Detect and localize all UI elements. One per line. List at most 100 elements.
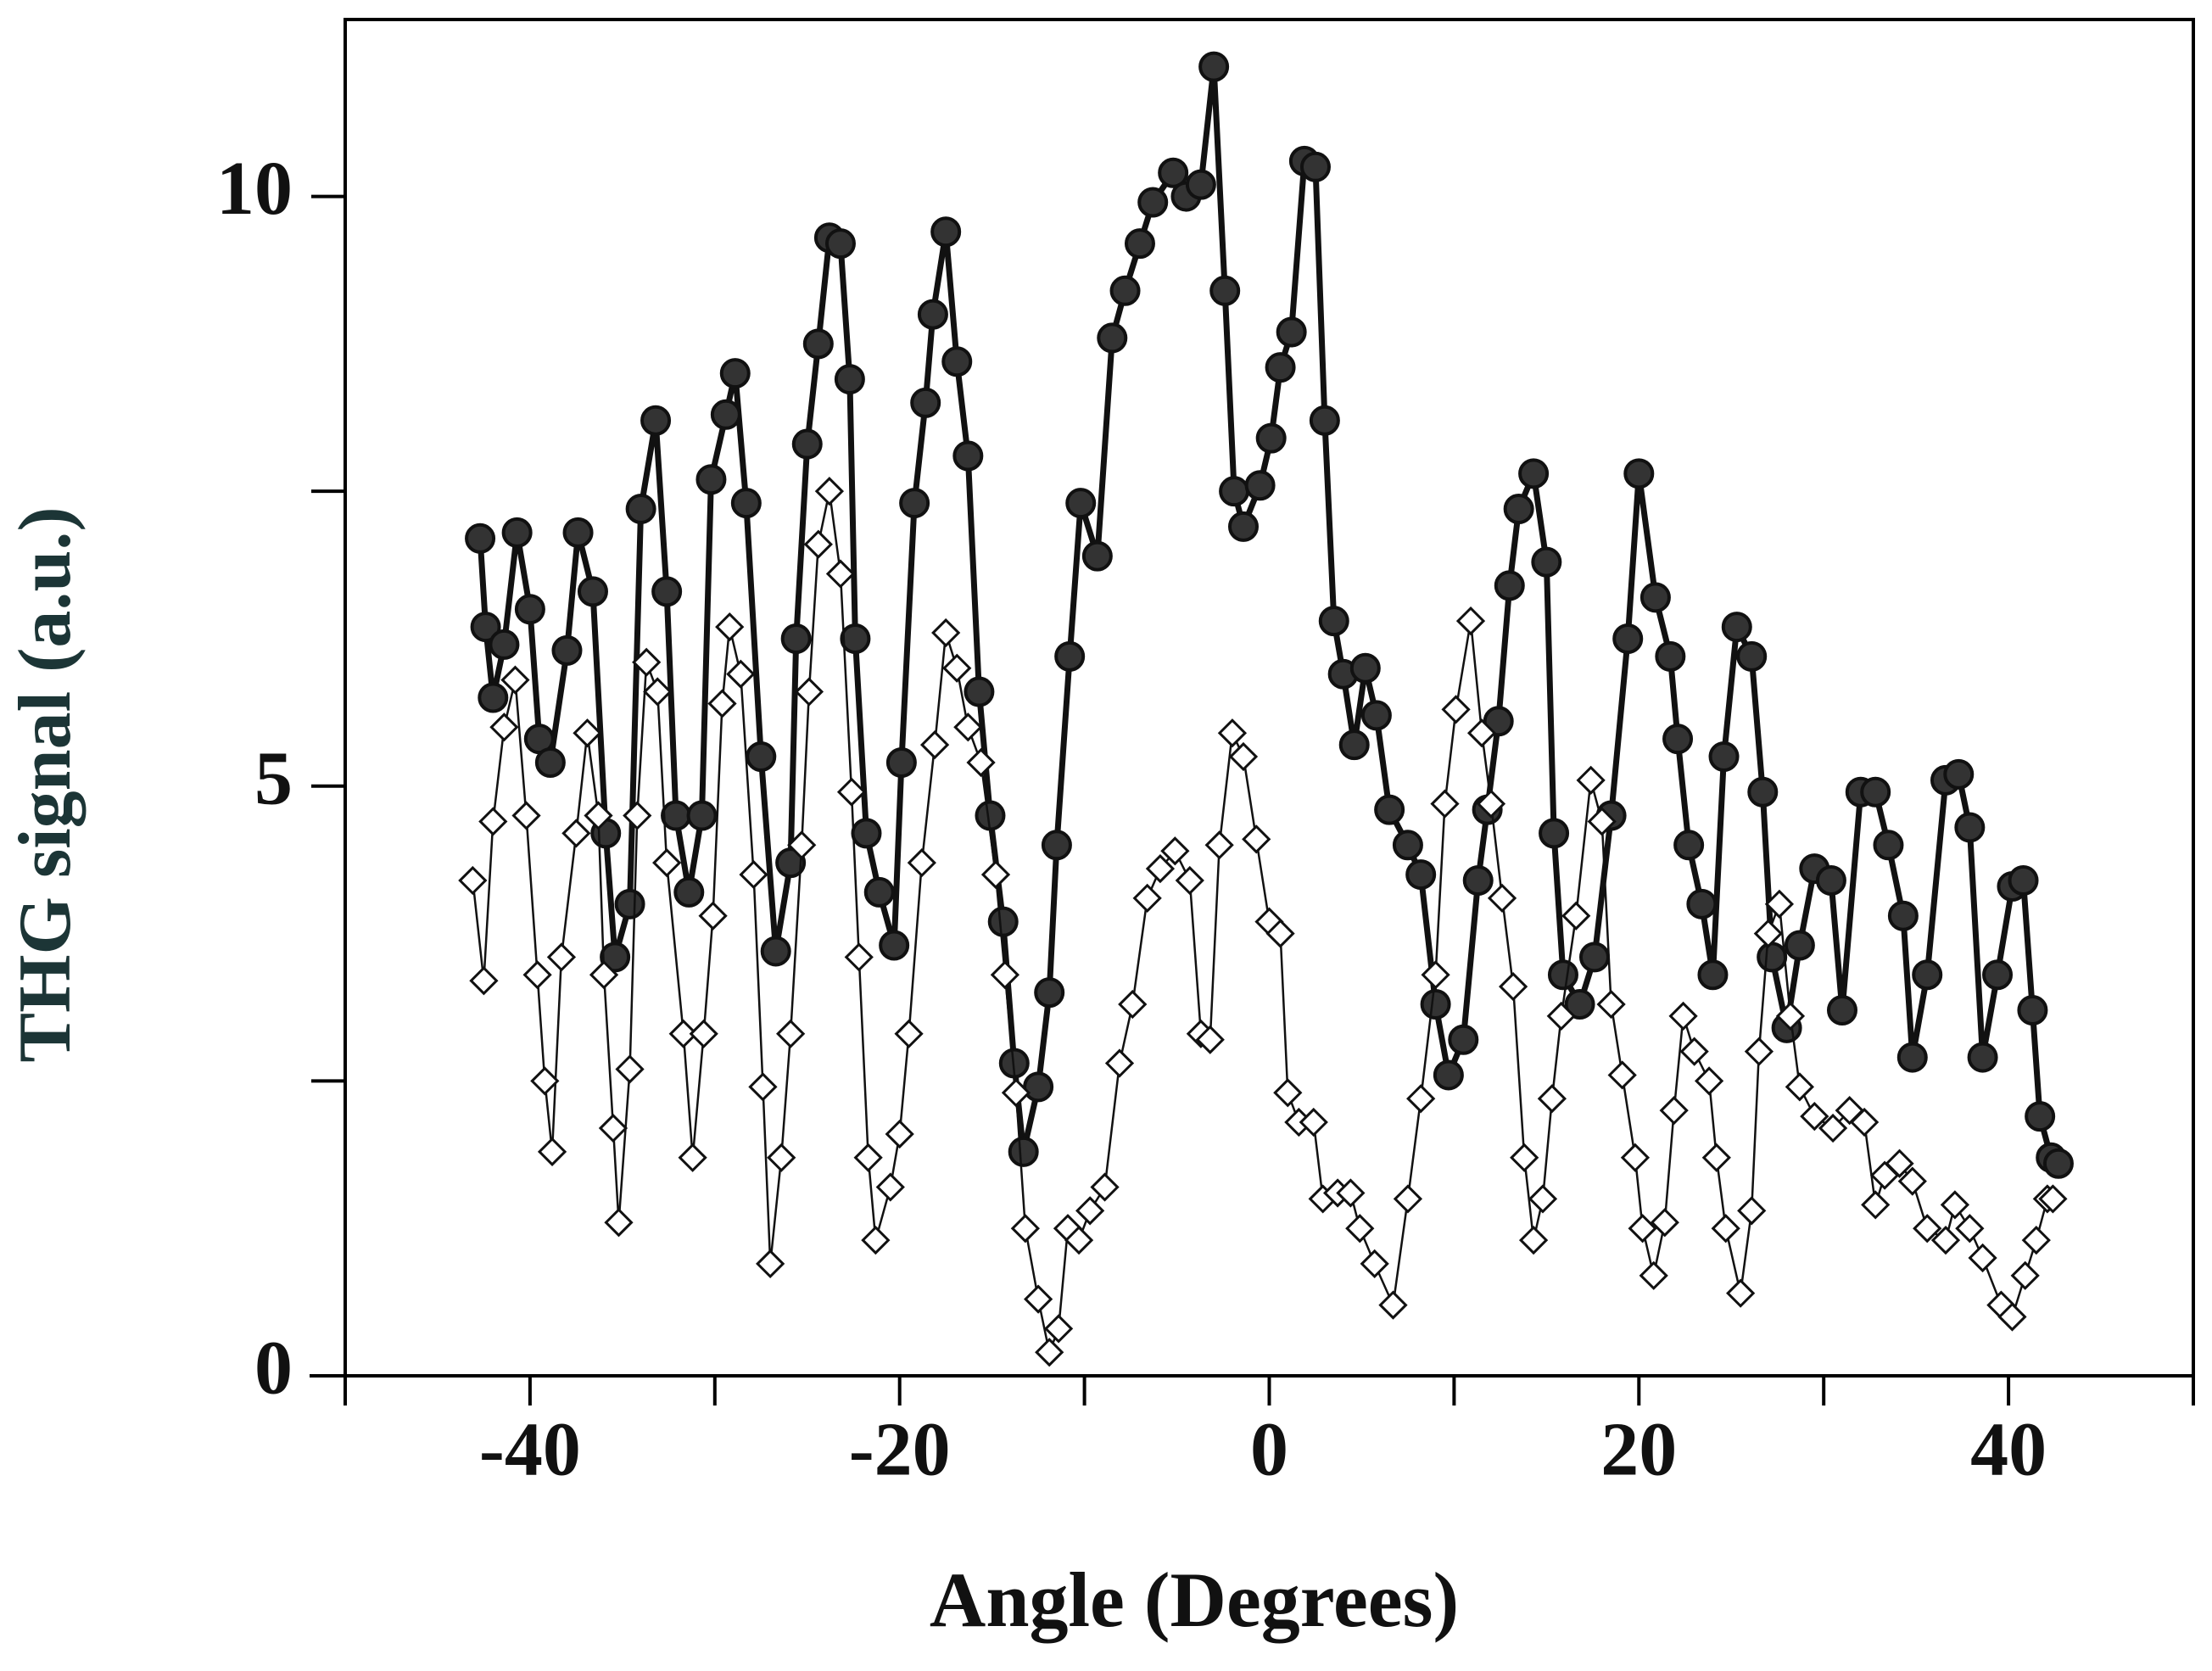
- point: [1023, 1071, 1054, 1103]
- point: [1815, 865, 1846, 897]
- point: [1349, 652, 1381, 684]
- point: [1065, 488, 1097, 519]
- point: [1546, 1001, 1576, 1031]
- point: [1483, 706, 1514, 737]
- point: [1943, 758, 1975, 790]
- point: [1954, 812, 1986, 843]
- point: [952, 440, 984, 472]
- point: [1075, 1196, 1105, 1226]
- point: [1800, 1101, 1829, 1132]
- point: [1204, 830, 1234, 860]
- point: [1255, 422, 1287, 454]
- point: [537, 1137, 567, 1166]
- x-tick-label: 0: [1250, 1408, 1288, 1492]
- point: [726, 659, 756, 689]
- point: [1531, 546, 1562, 578]
- x-tick-label: 20: [1600, 1408, 1677, 1492]
- point: [879, 930, 910, 961]
- point: [661, 800, 692, 831]
- point: [1420, 989, 1451, 1020]
- y-axis-title: THG signal (a.u.): [4, 506, 87, 1062]
- point: [1912, 959, 1943, 991]
- point: [1639, 1260, 1668, 1290]
- point: [1345, 1214, 1375, 1243]
- point: [931, 618, 961, 648]
- point: [780, 623, 812, 654]
- point: [1476, 789, 1506, 819]
- point: [1090, 1172, 1120, 1202]
- point: [1673, 830, 1705, 861]
- point: [1697, 959, 1729, 991]
- point: [1217, 718, 1248, 748]
- point: [1784, 930, 1815, 961]
- point: [1753, 919, 1783, 948]
- point: [1360, 700, 1392, 731]
- point: [500, 665, 530, 695]
- point: [1726, 1278, 1756, 1308]
- point: [1537, 1084, 1567, 1114]
- point: [1612, 623, 1644, 654]
- point: [1318, 606, 1349, 637]
- point: [1747, 776, 1779, 808]
- point: [1198, 51, 1230, 82]
- point: [686, 800, 718, 831]
- point: [1576, 765, 1606, 795]
- series-line: [477, 64, 2061, 1166]
- point: [673, 876, 705, 908]
- point: [907, 848, 936, 878]
- point: [715, 612, 745, 642]
- y-tick-label: 5: [254, 736, 293, 820]
- point: [776, 1019, 806, 1048]
- point: [584, 801, 613, 830]
- point: [501, 517, 533, 548]
- point: [1160, 836, 1190, 866]
- point: [844, 942, 874, 972]
- point: [885, 1119, 914, 1149]
- point: [930, 216, 962, 248]
- point: [489, 713, 519, 742]
- point: [573, 718, 602, 748]
- point: [695, 464, 727, 495]
- point: [836, 777, 867, 807]
- point: [1539, 818, 1570, 849]
- point: [1145, 853, 1176, 884]
- point: [1034, 977, 1065, 1009]
- point: [840, 623, 871, 654]
- point: [1561, 901, 1591, 931]
- point: [719, 358, 751, 389]
- point: [1378, 1290, 1408, 1320]
- point: [1265, 352, 1296, 383]
- point: [2017, 994, 2048, 1026]
- point: [1273, 1078, 1303, 1108]
- point: [942, 653, 972, 683]
- point: [1054, 640, 1086, 672]
- point: [2021, 1225, 2051, 1255]
- point: [1744, 1037, 1774, 1066]
- point: [803, 529, 833, 559]
- x-tick-label: -40: [479, 1408, 581, 1492]
- point: [1024, 1284, 1053, 1314]
- point: [1650, 1208, 1679, 1238]
- point: [1499, 972, 1528, 1002]
- point: [1850, 1107, 1880, 1137]
- point: [814, 477, 845, 506]
- y-tick-label: 10: [216, 147, 293, 231]
- point: [756, 1249, 785, 1279]
- point: [875, 1172, 905, 1202]
- point: [834, 364, 865, 395]
- point: [470, 612, 501, 643]
- point: [522, 960, 552, 990]
- point: [1406, 1084, 1436, 1114]
- point: [600, 942, 631, 973]
- point: [1430, 789, 1460, 819]
- point: [917, 299, 948, 330]
- point: [1374, 794, 1405, 825]
- point: [1620, 1143, 1651, 1172]
- point: [707, 689, 737, 718]
- point: [1132, 883, 1162, 913]
- point: [534, 746, 566, 778]
- point: [1596, 989, 1626, 1020]
- point: [623, 801, 652, 830]
- point: [1701, 1143, 1731, 1172]
- point: [1662, 724, 1694, 755]
